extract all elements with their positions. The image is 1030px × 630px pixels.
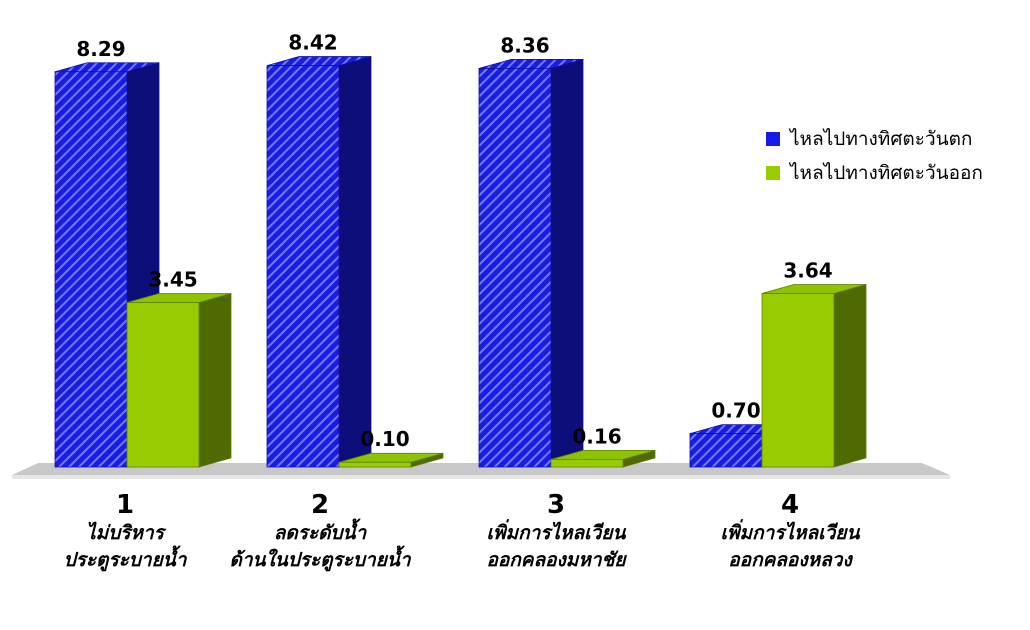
category-line: ออกคลองหลวง [728, 549, 852, 571]
category-line: ลดระดับน้ำ [273, 522, 367, 544]
legend: ไหลไปทางทิศตะวันตก ไหลไปทางทิศตะวันออก [766, 122, 983, 190]
category-line: ประตูระบายน้ำ [63, 549, 187, 571]
legend-item-west: ไหลไปทางทิศตะวันตก [766, 122, 983, 156]
bar-west-2 [266, 56, 372, 468]
value-label-west-4: 0.70 [711, 399, 760, 423]
category-number: 1 [115, 490, 135, 520]
category-label-4: 4 เพิ่มการไหลเวียน ออกคลองหลวง [680, 490, 900, 574]
bar-east-4 [761, 283, 867, 468]
value-label-west-2: 8.42 [288, 31, 337, 55]
legend-swatch-east [766, 166, 780, 180]
value-label-east-2: 0.10 [360, 427, 409, 451]
value-label-east-1: 3.45 [148, 268, 197, 292]
value-label-west-3: 8.36 [500, 33, 549, 57]
category-number: 3 [546, 490, 566, 520]
bar-east-2 [338, 452, 444, 468]
legend-label-east: ไหลไปทางทิศตะวันออก [790, 162, 983, 184]
category-label-1: 1 ไม่บริหาร ประตูระบายน้ำ [15, 490, 235, 574]
category-line: เพิ่มการไหลเวียน [486, 522, 626, 544]
category-line: ด้านในประตูระบายน้ำ [229, 549, 411, 571]
legend-swatch-west [766, 132, 780, 146]
category-line: เพิ่มการไหลเวียน [720, 522, 860, 544]
legend-label-west: ไหลไปทางทิศตะวันตก [790, 128, 973, 150]
value-label-east-4: 3.64 [783, 258, 832, 282]
category-label-2: 2 ลดระดับน้ำ ด้านในประตูระบายน้ำ [210, 490, 430, 574]
bar-east-1 [126, 292, 232, 468]
value-label-east-3: 0.16 [572, 424, 621, 448]
legend-item-east: ไหลไปทางทิศตะวันออก [766, 156, 983, 190]
bar-west-3 [478, 58, 584, 468]
floor-edge [12, 475, 950, 479]
bar-east-3 [550, 449, 656, 468]
category-number: 4 [780, 490, 800, 520]
category-number: 2 [310, 490, 330, 520]
value-label-west-1: 8.29 [76, 37, 125, 61]
category-line: ออกคลองมหาชัย [486, 549, 626, 571]
category-label-3: 3 เพิ่มการไหลเวียน ออกคลองมหาชัย [446, 490, 666, 574]
category-line: ไม่บริหาร [86, 522, 164, 544]
